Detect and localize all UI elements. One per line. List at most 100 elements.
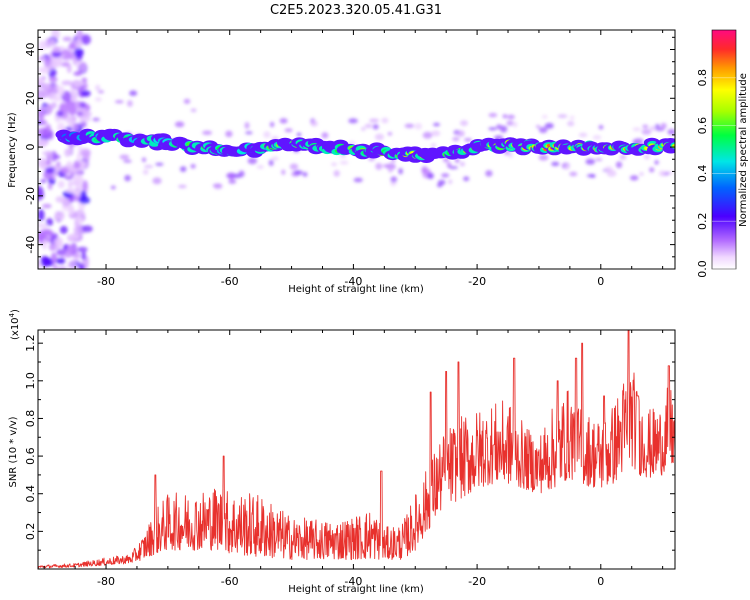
spectrogram-blob [269,121,275,128]
spectrogram-ytick-label: 20 [24,91,37,105]
snr-xtick-label: -80 [97,575,115,588]
spectrogram-blob [62,103,69,115]
spectrogram-blob [50,38,56,47]
spectrogram-blob [463,176,470,182]
spectrogram-blob [48,76,58,83]
spectrogram-blob [339,160,349,165]
spectrogram-blob [655,127,665,132]
spectrogram-blob [78,263,85,269]
spectrogram-blob [310,120,318,127]
spectrogram-blob [42,87,50,98]
colorbar-label: Normalized spectral amplitude [738,73,749,227]
spectrogram-blob [333,170,340,177]
spectrogram-blob [183,98,191,104]
spectrogram-blob [536,125,541,129]
spectrogram-blob [50,102,57,109]
spectrogram-blob [144,164,154,169]
spectrogram-blob [488,113,498,118]
spectrogram-blob [595,158,603,162]
spectrogram-blob [38,40,47,51]
spectrogram-blob [557,114,568,119]
spectrogram-blob [202,130,213,135]
spectrogram-blob [339,154,347,158]
spectrogram-blob [448,179,453,185]
spectrogram-blob [119,154,130,160]
spectrogram-blob [178,184,187,189]
spectrogram-blob [404,123,415,128]
spectrogram-blob [667,129,675,135]
spectrogram-xtick-label: 0 [597,275,604,288]
spectrogram-ytick-label: -40 [24,236,37,254]
spectrogram-blob [654,160,659,165]
spectrogram-blob [92,117,100,122]
spectrogram-blob [57,180,65,189]
spectrogram-blob [390,176,398,183]
spectrogram-blob [42,151,53,156]
colorbar: 0.0 0.2 0.4 0.6 0.8 Normalized spectral ampl… [696,29,749,278]
spectrogram-xtick-label: -80 [97,275,115,288]
spectrogram-blob [281,169,286,175]
spectrogram-blob [60,167,69,174]
spectrogram-blob [76,152,81,162]
spectrogram-blob [40,255,49,268]
spectrogram-blob [538,126,548,134]
spectrogram-blob [388,166,393,173]
spectrogram-blob [74,38,83,49]
figure-title: C2E5.2023.320.05.41.G31 [270,3,442,18]
spectrogram-blob [381,117,389,124]
spectrogram-blob [40,83,53,90]
spectrogram-blob [80,121,87,128]
colorbar-tick-label: 0.8 [696,69,709,87]
spectrogram-blob [73,161,81,169]
spectrogram-blob [433,122,440,127]
spectrogram-blob [190,164,196,169]
spectrogram-blob [649,167,655,173]
spectrogram-blob [81,34,91,45]
spectrogram-xtick-label: -20 [468,275,486,288]
spectrogram-xtick-label: -40 [344,275,362,288]
colorbar-tick-label: 0.2 [696,212,709,230]
spectrogram-blob [228,173,235,180]
spectrogram-blob [655,124,660,129]
spectrogram-blob [436,183,443,188]
snr-frame [37,329,676,570]
spectrogram-blob [448,166,459,170]
spectrogram-blob [76,217,85,224]
spectrogram-blob [42,203,52,209]
spectrogram-blob [592,135,602,140]
spectrogram-blob [68,104,75,116]
spectrogram-blob [644,154,650,161]
spectrogram-blob [42,127,48,139]
snr-series-line [38,330,675,569]
spectrogram-blob [460,120,468,127]
spectrogram-blob [551,161,560,167]
spectrogram-blob [72,80,85,87]
snr-xtick-label: -40 [344,575,362,588]
spectrogram-blob [53,83,58,91]
spectrogram-blob [361,127,366,131]
spectrogram-blob [507,114,515,120]
snr-xtick-label: -60 [221,575,239,588]
spectrogram-blob [73,225,85,236]
colorbar-tick-label: 0.0 [696,260,709,278]
colorbar-gradient [711,29,737,270]
spectrogram-blob [256,165,264,169]
spectrogram-blob [289,163,299,170]
spectrogram-blob [565,164,570,171]
spectrogram-blob [44,38,52,49]
spectrogram-blob [430,143,437,148]
spectrogram-blob [55,258,66,264]
spectrogram-blob [94,97,102,102]
spectrogram-blob [293,170,303,175]
spectrogram-ylabel: Frequency (Hz) [7,112,18,188]
colorbar-tick-label: 0.4 [696,165,709,183]
spectrogram-blob [55,196,65,203]
spectrogram-blob [48,92,57,100]
spectrogram-blob [68,90,78,102]
spectrogram-blob [80,190,87,201]
spectrogram-blob [174,121,185,128]
spectrogram-image [38,30,675,269]
snr-scale-label: (x104) [8,309,21,340]
spectrogram-blob [512,121,518,128]
snr-ytick-label: 0.4 [24,485,37,503]
